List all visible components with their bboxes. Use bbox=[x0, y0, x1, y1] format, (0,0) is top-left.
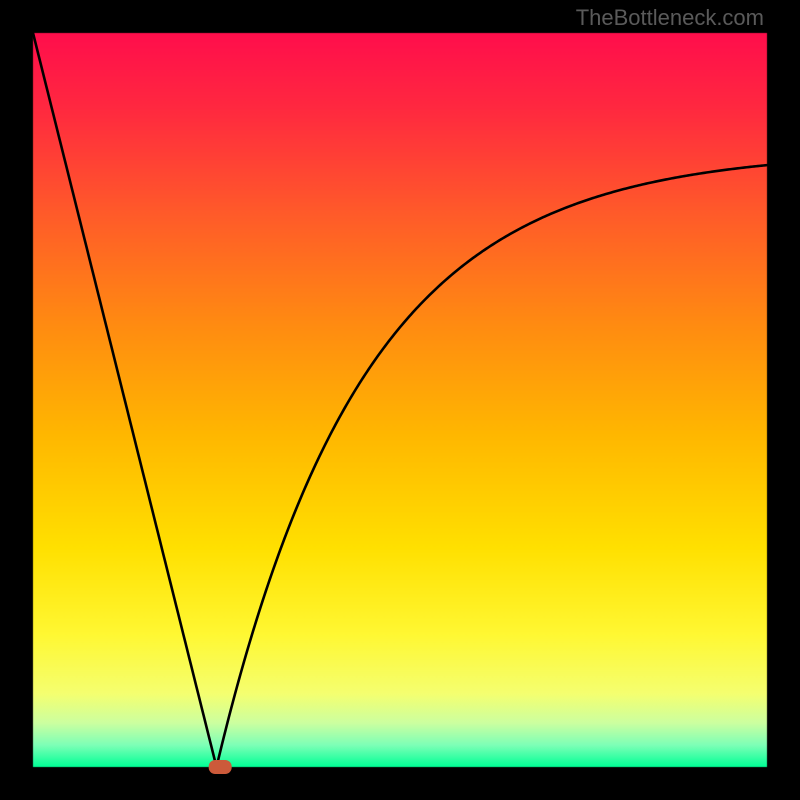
gradient-canvas bbox=[0, 0, 800, 800]
chart-stage: TheBottleneck.com bbox=[0, 0, 800, 800]
